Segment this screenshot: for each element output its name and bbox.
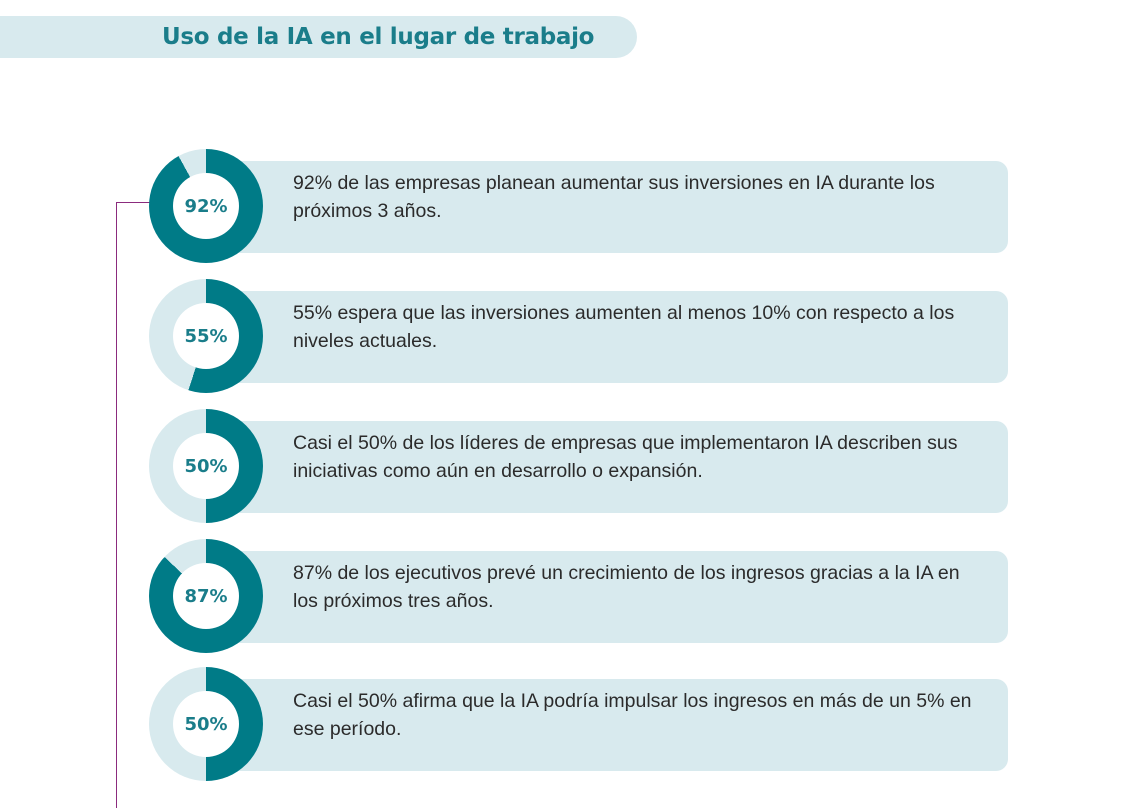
stat-card xyxy=(196,421,1008,513)
percent-label: 55% xyxy=(184,325,228,347)
stat-item: 50% Casi el 50% afirma que la IA podría … xyxy=(0,667,1144,787)
stat-card xyxy=(196,291,1008,383)
donut-chart: 87% xyxy=(149,539,263,653)
percent-label: 87% xyxy=(184,585,228,607)
donut-chart: 50% xyxy=(149,667,263,781)
connector-branch xyxy=(116,202,154,203)
donut-center: 50% xyxy=(173,433,239,499)
stat-description: 92% de las empresas planean aumentar sus… xyxy=(293,172,935,222)
donut-center: 87% xyxy=(173,563,239,629)
donut-chart: 92% xyxy=(149,149,263,263)
stat-item: 55% 55% espera que las inversiones aumen… xyxy=(0,279,1144,399)
stat-description: Casi el 50% afirma que la IA podría impu… xyxy=(293,690,972,740)
stat-card xyxy=(196,679,1008,771)
title-banner xyxy=(0,16,637,58)
page-title: Uso de la IA en el lugar de trabajo xyxy=(162,24,595,50)
connector-line xyxy=(116,202,117,808)
stat-description: Casi el 50% de los líderes de empresas q… xyxy=(293,432,958,482)
stat-item: 87% 87% de los ejecutivos prevé un creci… xyxy=(0,539,1144,659)
percent-label: 50% xyxy=(184,455,228,477)
stat-item: 50% Casi el 50% de los líderes de empres… xyxy=(0,409,1144,529)
donut-chart: 55% xyxy=(149,279,263,393)
stat-card xyxy=(196,161,1008,253)
stat-description: 55% espera que las inversiones aumenten … xyxy=(293,302,955,352)
donut-center: 55% xyxy=(173,303,239,369)
percent-label: 50% xyxy=(184,713,228,735)
stat-card xyxy=(196,551,1008,643)
percent-label: 92% xyxy=(184,195,228,217)
donut-center: 92% xyxy=(173,173,239,239)
donut-chart: 50% xyxy=(149,409,263,523)
stat-item: 92% 92% de las empresas planean aumentar… xyxy=(0,149,1144,269)
donut-center: 50% xyxy=(173,691,239,757)
stat-description: 87% de los ejecutivos prevé un crecimien… xyxy=(293,562,960,612)
